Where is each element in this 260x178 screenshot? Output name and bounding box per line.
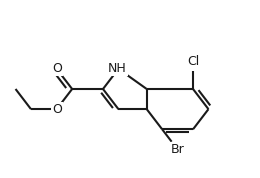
Text: Br: Br [171, 143, 184, 156]
Text: NH: NH [108, 62, 127, 75]
Text: O: O [52, 103, 62, 116]
Text: O: O [52, 62, 62, 75]
Text: Cl: Cl [187, 55, 199, 68]
